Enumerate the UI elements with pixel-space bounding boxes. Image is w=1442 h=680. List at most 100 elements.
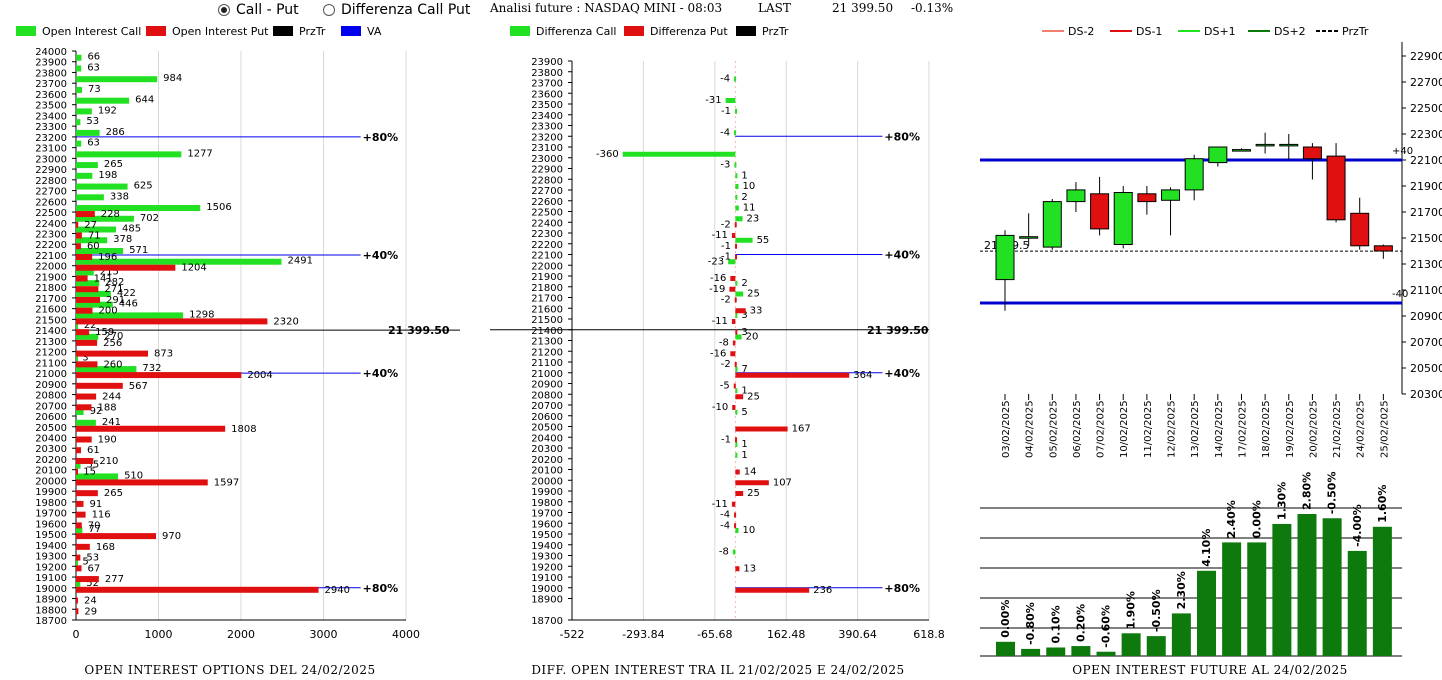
call-value-label: 5 [82,556,88,567]
diff-put-bar [731,233,736,238]
call-bar [76,280,100,287]
legend-swatch [16,26,36,36]
call-value-label: 22 [84,320,97,331]
y-tick-label: 21800 [531,283,563,294]
y-tick-label: 20700 [531,401,563,412]
call-value-label: 1506 [206,202,231,213]
x-tick-label: 390.64 [838,628,877,641]
put-bar [76,543,90,550]
candle-body [1066,189,1086,203]
diff-put-value-label: -1 [721,252,731,263]
diff-put-value-label: -16 [710,273,726,284]
candle-body [1137,193,1157,203]
y-tick-label: 21800 [35,283,67,294]
x-tick-label: 162.48 [767,628,806,641]
y-tick-label: 22300 [1410,128,1442,141]
y-tick-label: 22500 [531,208,563,219]
put-bar [76,372,242,379]
future-oi-bar [1272,523,1292,656]
future-oi-bar [1297,514,1317,656]
diff-put-bar [735,254,738,260]
call-value-label: 1298 [189,309,214,320]
diff-put-bar [730,351,736,357]
y-tick-label: 20100 [531,466,563,477]
call-bar [76,205,201,212]
y-tick-label: 19400 [35,541,67,552]
put-value-label: 1597 [214,477,239,488]
future-oi-bar-label: 2.80% [1301,472,1314,510]
y-tick-label: 21000 [531,369,563,380]
candle-body [1302,146,1322,160]
put-bar [76,253,93,260]
diff-put-value-label: 107 [773,477,792,488]
y-tick-label: 21600 [531,304,563,315]
y-tick-label: 20500 [531,423,563,434]
put-bar [76,232,82,239]
y-tick-label: 21500 [531,315,563,326]
call-value-label: 378 [113,234,132,245]
legend-label: DS+1 [1204,25,1236,38]
y-tick-label: 20200 [35,455,67,466]
diff-call-value-label: -1 [721,106,731,117]
y-tick-label: 20400 [531,433,563,444]
x-tick-label: 04/02/2025 [1025,400,1036,458]
call-value-label: 63 [87,138,100,149]
radio-call-put[interactable]: Call - Put [218,2,299,18]
put-value-label: 159 [95,327,114,338]
y-tick-label: 21000 [35,369,67,380]
y-tick-label: 20300 [1410,388,1442,401]
y-tick-label: 22400 [35,219,67,230]
diff-call-value-label: 25 [747,289,760,300]
candle-body [1373,245,1393,252]
call-bar [76,97,130,104]
va-label: +40% [363,249,399,262]
y-tick-label: 22300 [531,229,563,240]
diff-call-value-label: 7 [742,364,748,375]
call-value-label: 644 [135,95,154,106]
call-value-label: 55 [87,460,100,471]
put-value-label: 61 [87,445,100,456]
candle-body [1113,192,1133,245]
y-tick-label: 19600 [35,519,67,530]
price-line-label: 21 399.50 [867,324,929,337]
diff-call-value-label: 20 [746,332,759,343]
candle-body [1231,149,1251,152]
future-oi-bar [996,641,1015,656]
call-bar [76,290,111,297]
put-value-label: 168 [96,542,115,553]
y-tick-label: 21900 [531,272,563,283]
y-tick-label: 21300 [531,337,563,348]
put-bar [76,500,84,507]
future-oi-bar-label: -4.00% [1351,504,1364,547]
put-bar [76,447,82,454]
call-value-label: 510 [124,470,143,481]
y-tick-label: 20900 [1410,310,1442,323]
diff-call-value-label: 10 [742,525,755,536]
y-tick-label: 23000 [531,154,563,165]
call-value-label: 77 [88,524,101,535]
legend-label: DS+2 [1274,25,1306,38]
radio-differenza-call-put[interactable]: Differenza Call Put [323,2,470,18]
candle-body [1019,236,1039,239]
y-tick-label: 21700 [1410,206,1442,219]
y-tick-label: 19700 [531,509,563,520]
x-tick-label: 21/02/2025 [1332,400,1343,458]
x-tick-label: 3000 [310,628,338,641]
legend-label: DS-2 [1068,25,1094,38]
candle-body [1279,143,1299,147]
y-tick-label: 22000 [531,261,563,272]
last-label: LAST [758,1,791,15]
put-bar [76,382,123,389]
y-tick-label: 23900 [35,58,67,69]
radio-differenza-icon [323,4,335,16]
call-value-label: 63 [87,62,100,73]
diff-call-bar [735,291,744,297]
put-bar [76,286,99,293]
put-bar [76,576,99,583]
x-tick-label: 1000 [145,628,173,641]
y-tick-label: 21300 [1410,258,1442,271]
diff-call-value-label: 11 [743,203,756,214]
future-oi-bar-label: 0.10% [1049,605,1062,643]
va-label: +80% [884,130,920,143]
